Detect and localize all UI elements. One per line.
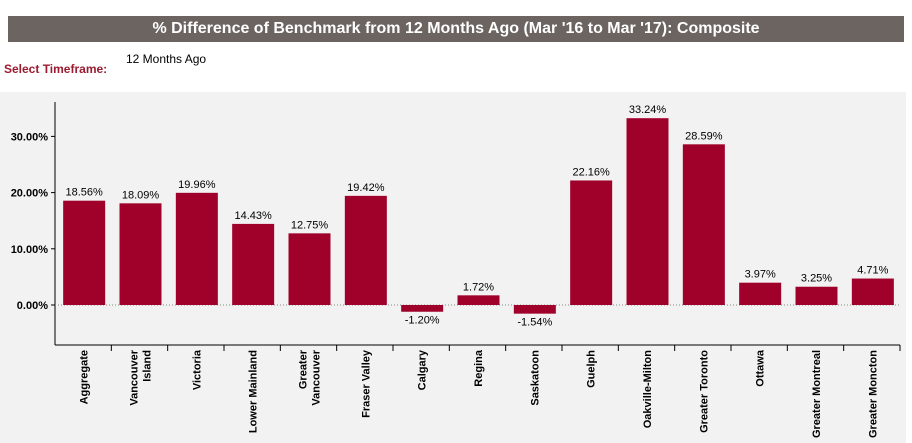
bar[interactable] [795, 286, 838, 305]
x-tick-label: Greater Moncton [867, 350, 879, 438]
data-label: -1.20% [405, 315, 440, 327]
y-tick-label: 0.00% [17, 300, 48, 312]
timeframe-label: Select Timeframe: [4, 62, 108, 76]
bar[interactable] [344, 195, 387, 305]
data-label: 18.56% [66, 187, 104, 199]
bar[interactable] [626, 118, 669, 306]
x-tick-label: Vancouver Island [129, 349, 154, 405]
chart-area: 0.00% 10.00% 20.00% 30.00% 18.56% Aggregate 18… [0, 92, 906, 443]
x-tick-label: Lower Mainland [248, 350, 260, 433]
y-tick-label: 30.00% [11, 131, 49, 143]
x-tick-label-line: Victoria [191, 349, 203, 390]
x-tick-label: Greater Toronto [698, 350, 710, 433]
x-tick-label: Aggregate [79, 350, 91, 404]
x-tick-label: Guelph [586, 350, 598, 388]
chart-title: % Difference of Benchmark from 12 Months… [152, 20, 760, 37]
data-label: 19.96% [178, 179, 216, 191]
bar[interactable] [851, 278, 894, 305]
x-tick-label-line: Fraser Valley [360, 349, 372, 418]
bar[interactable] [513, 305, 556, 314]
data-label: 14.43% [235, 210, 273, 222]
data-label: 3.97% [745, 269, 776, 281]
bar[interactable] [119, 203, 162, 305]
x-tick-label-line: Regina [473, 349, 485, 387]
x-tick-label-line: Saskatoon [529, 350, 541, 406]
x-tick-label-line: Vancouver [311, 349, 323, 405]
bar[interactable] [175, 192, 218, 305]
timeframe-select[interactable]: 12 Months Ago [126, 52, 207, 66]
x-tick-label: Saskatoon [529, 350, 541, 406]
x-tick-label-line: Island [142, 350, 154, 382]
bar[interactable] [63, 200, 106, 305]
x-tick-label: Greater Montreal [811, 350, 823, 438]
data-label: 28.59% [685, 130, 723, 142]
data-label: 22.16% [573, 166, 611, 178]
data-label: 3.25% [801, 273, 832, 285]
data-label: 12.75% [291, 219, 329, 231]
x-tick-label-line: Greater Toronto [698, 350, 710, 433]
bar[interactable] [288, 233, 331, 305]
x-tick-label: Greater Vancouver [298, 349, 323, 405]
bar[interactable] [232, 223, 275, 305]
x-tick-label-line: Greater Moncton [867, 350, 879, 438]
data-label: -1.54% [517, 317, 552, 329]
bar[interactable] [682, 144, 725, 305]
bar[interactable] [401, 305, 444, 312]
bar[interactable] [457, 295, 500, 305]
x-tick-label-line: Lower Mainland [248, 350, 260, 433]
x-tick-label-line: Greater [298, 349, 310, 389]
x-tick-label-line: Oakville-Milton [642, 350, 654, 429]
x-tick-label-line: Greater Montreal [811, 350, 823, 438]
x-tick-label-line: Ottawa [755, 349, 767, 387]
x-tick-label: Ottawa [755, 349, 767, 387]
x-tick-label-line: Calgary [417, 349, 429, 390]
x-tick-label: Fraser Valley [360, 349, 372, 418]
x-tick-label: Regina [473, 349, 485, 387]
chart-title-bar: % Difference of Benchmark from 12 Months… [8, 16, 904, 42]
data-label: 19.42% [347, 182, 385, 194]
x-tick-label-line: Vancouver [129, 349, 141, 405]
data-label: 33.24% [629, 104, 667, 116]
data-label: 1.72% [463, 281, 494, 293]
x-tick-label: Calgary [417, 349, 429, 390]
data-label: 18.09% [122, 189, 160, 201]
x-tick-label-line: Aggregate [79, 350, 91, 404]
x-tick-label-line: Guelph [586, 350, 598, 388]
bar-chart: 0.00% 10.00% 20.00% 30.00% 18.56% Aggregate 18… [11, 102, 901, 438]
y-tick-label: 20.00% [11, 188, 49, 200]
bar[interactable] [570, 180, 613, 305]
bar[interactable] [739, 282, 782, 305]
x-tick-label: Victoria [191, 349, 203, 390]
data-label: 4.71% [857, 265, 888, 277]
x-tick-label: Oakville-Milton [642, 350, 654, 429]
y-tick-label: 10.00% [11, 244, 49, 256]
